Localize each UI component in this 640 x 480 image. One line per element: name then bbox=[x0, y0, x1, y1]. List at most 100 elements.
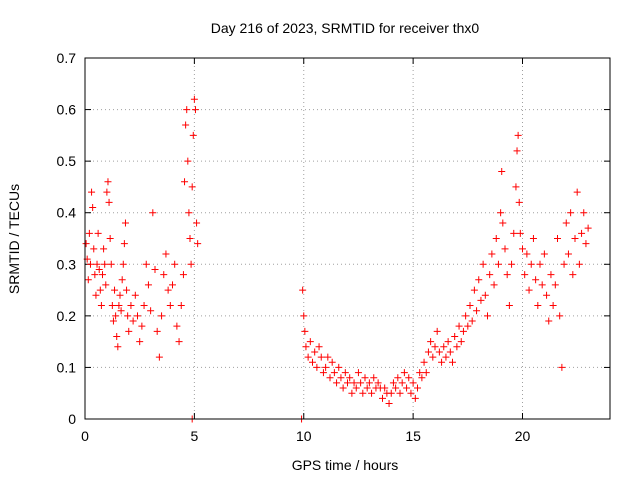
data-point bbox=[514, 131, 522, 139]
data-point bbox=[301, 327, 309, 335]
data-point bbox=[90, 245, 98, 253]
data-point bbox=[562, 219, 570, 227]
data-point bbox=[365, 379, 373, 387]
data-point bbox=[151, 265, 159, 273]
data-point bbox=[490, 281, 498, 289]
data-point bbox=[102, 281, 110, 289]
data-point bbox=[513, 147, 521, 155]
data-point bbox=[569, 271, 577, 279]
data-point bbox=[306, 338, 314, 346]
x-tick-label: 15 bbox=[405, 428, 421, 444]
data-point bbox=[166, 302, 174, 310]
data-point bbox=[337, 374, 345, 382]
data-point bbox=[127, 302, 135, 310]
data-point bbox=[95, 265, 103, 273]
data-point bbox=[131, 291, 139, 299]
data-point bbox=[473, 307, 481, 315]
data-point bbox=[435, 348, 443, 356]
data-point bbox=[348, 389, 356, 397]
data-point bbox=[322, 363, 330, 371]
data-point bbox=[387, 389, 395, 397]
data-point bbox=[529, 235, 537, 242]
data-point bbox=[181, 178, 189, 186]
data-point bbox=[510, 229, 518, 237]
data-point bbox=[468, 317, 476, 325]
data-point bbox=[182, 121, 190, 129]
plot-frame bbox=[84, 57, 611, 420]
data-point bbox=[112, 312, 120, 320]
data-point bbox=[82, 240, 90, 248]
data-point bbox=[411, 394, 419, 402]
data-point bbox=[330, 369, 338, 377]
data-point bbox=[185, 209, 193, 217]
data-point bbox=[466, 302, 474, 310]
data-point bbox=[147, 307, 155, 315]
data-point bbox=[357, 379, 365, 387]
data-point bbox=[149, 209, 157, 217]
data-point bbox=[188, 183, 196, 191]
data-point bbox=[459, 327, 467, 335]
data-point bbox=[311, 348, 319, 356]
data-point bbox=[475, 276, 483, 284]
data-point bbox=[187, 260, 195, 268]
data-point bbox=[138, 322, 146, 330]
data-point bbox=[361, 374, 369, 382]
data-point bbox=[142, 260, 150, 268]
data-point bbox=[118, 276, 126, 284]
data-point bbox=[88, 188, 96, 196]
data-point bbox=[580, 209, 588, 217]
data-point bbox=[505, 302, 513, 310]
data-point bbox=[116, 291, 124, 299]
data-point bbox=[317, 353, 325, 361]
data-point bbox=[101, 260, 109, 268]
data-point bbox=[194, 240, 202, 248]
data-point bbox=[125, 327, 133, 335]
x-axis-label: GPS time / hours bbox=[292, 457, 399, 473]
data-point bbox=[123, 286, 131, 294]
data-point bbox=[93, 260, 101, 268]
data-point bbox=[86, 260, 94, 268]
tick-labels: 0 0.1 0.2 0.3 0.4 0.5 0.6 0.7 0 5 10 15 20 bbox=[57, 50, 531, 444]
y-tick-label: 0.6 bbox=[57, 102, 77, 118]
data-point bbox=[538, 281, 546, 289]
data-point bbox=[106, 235, 114, 242]
data-point bbox=[400, 369, 408, 377]
data-point bbox=[315, 343, 323, 351]
data-point bbox=[97, 302, 105, 310]
data-point bbox=[394, 374, 402, 382]
data-point bbox=[446, 348, 454, 356]
data-point bbox=[560, 260, 568, 268]
data-point bbox=[558, 363, 566, 371]
y-tick-label: 0.5 bbox=[57, 153, 77, 169]
data-point bbox=[512, 183, 520, 191]
data-point bbox=[516, 229, 524, 237]
y-tick-label: 0 bbox=[68, 411, 76, 427]
data-point bbox=[144, 281, 152, 289]
data-point bbox=[190, 95, 198, 103]
data-point bbox=[326, 374, 334, 382]
data-point bbox=[449, 358, 456, 366]
data-point bbox=[554, 235, 561, 242]
data-point bbox=[440, 343, 448, 351]
data-point bbox=[508, 260, 516, 268]
data-point bbox=[433, 327, 441, 335]
data-point bbox=[477, 296, 485, 304]
data-point bbox=[525, 286, 533, 294]
data-point bbox=[571, 235, 579, 242]
y-tick-label: 0.4 bbox=[57, 205, 77, 221]
data-point bbox=[573, 188, 581, 196]
data-point bbox=[333, 379, 341, 387]
data-point bbox=[389, 379, 397, 387]
data-point bbox=[302, 343, 310, 351]
data-point bbox=[183, 106, 191, 114]
data-point bbox=[422, 369, 430, 377]
data-point bbox=[158, 312, 166, 320]
y-axis-label: SRMTID / TECUs bbox=[6, 184, 22, 294]
data-point bbox=[492, 235, 500, 242]
y-tick-label: 0.1 bbox=[57, 359, 77, 375]
data-point bbox=[385, 400, 393, 408]
data-point bbox=[173, 322, 181, 330]
y-tick-label: 0.7 bbox=[57, 50, 77, 66]
data-point bbox=[479, 260, 487, 268]
